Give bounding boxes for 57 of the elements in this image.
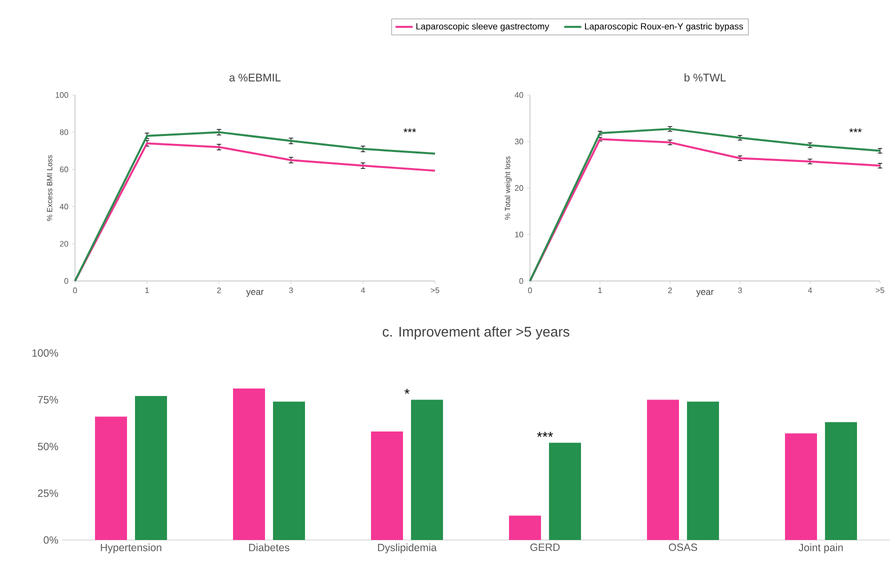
- x-tick-label: >5: [876, 288, 884, 294]
- annotation: ***: [849, 128, 862, 132]
- y-tick-label: 100: [56, 92, 68, 98]
- y-tick-label: 0: [64, 278, 68, 284]
- bar: [371, 432, 403, 540]
- x-tick-label: Hypertension: [100, 544, 162, 554]
- annotation: ***: [404, 128, 416, 132]
- y-tick-label: 10: [515, 232, 524, 238]
- chart-title: b %TWL: [684, 73, 726, 82]
- x-tick-label: GERD: [530, 544, 560, 551]
- chart-title: c. Improvement after >5 years: [382, 326, 570, 340]
- bar: [273, 402, 306, 540]
- y-tick-label: 40: [60, 204, 68, 210]
- x-tick-label: 2: [217, 288, 221, 294]
- x-tick-label: 3: [738, 288, 742, 294]
- bar: [686, 402, 719, 540]
- y-tick-label: 20: [60, 240, 68, 247]
- x-tick-label: 0: [528, 288, 532, 294]
- annotation: ***: [537, 432, 553, 437]
- bar: [95, 416, 128, 540]
- x-tick-label: 1: [598, 288, 602, 294]
- bar: [509, 516, 541, 540]
- y-tick-label: 80: [60, 129, 68, 136]
- bar: [549, 442, 581, 540]
- y-tick-label: 0: [519, 278, 524, 284]
- y-tick-label: 20: [514, 185, 524, 191]
- x-tick-label: 2: [668, 288, 672, 294]
- x-tick-label: OSAS: [668, 544, 698, 551]
- annotation: *: [404, 388, 410, 394]
- y-tick-label: 25%: [38, 490, 58, 497]
- x-axis-title: year: [246, 290, 264, 297]
- y-tick-label: 30: [514, 138, 524, 144]
- x-tick-label: >5: [430, 288, 440, 294]
- bar: [784, 433, 817, 540]
- y-tick-label: 40: [514, 92, 524, 98]
- y-tick-label: 0%: [44, 536, 58, 544]
- bar: [646, 400, 679, 540]
- y-tick-label: 75%: [38, 396, 58, 404]
- y-tick-label: 50%: [38, 442, 58, 450]
- x-tick-label: Joint pain: [798, 544, 843, 554]
- x-tick-label: Diabetes: [249, 544, 290, 552]
- x-tick-label: 4: [808, 288, 812, 294]
- legend-label: Laparoscopic Roux-en-Y gastric bypass: [585, 22, 744, 32]
- x-tick-label: 1: [145, 288, 149, 294]
- chart-title: a %EBMIL: [229, 74, 281, 82]
- bar: [411, 400, 443, 540]
- x-tick-label: Dyslipidemia: [378, 544, 437, 554]
- x-tick-label: 4: [360, 288, 365, 294]
- x-tick-label: 0: [73, 288, 77, 294]
- x-axis-title: year: [696, 290, 714, 297]
- legend-label: Laparoscopic sleeve gastrectomy: [416, 22, 550, 32]
- y-tick-label: 60: [60, 166, 68, 172]
- bar: [135, 396, 168, 540]
- y-tick-label: 100%: [32, 349, 58, 357]
- bar: [824, 422, 857, 540]
- x-tick-label: 3: [289, 288, 293, 294]
- bar: [233, 388, 266, 540]
